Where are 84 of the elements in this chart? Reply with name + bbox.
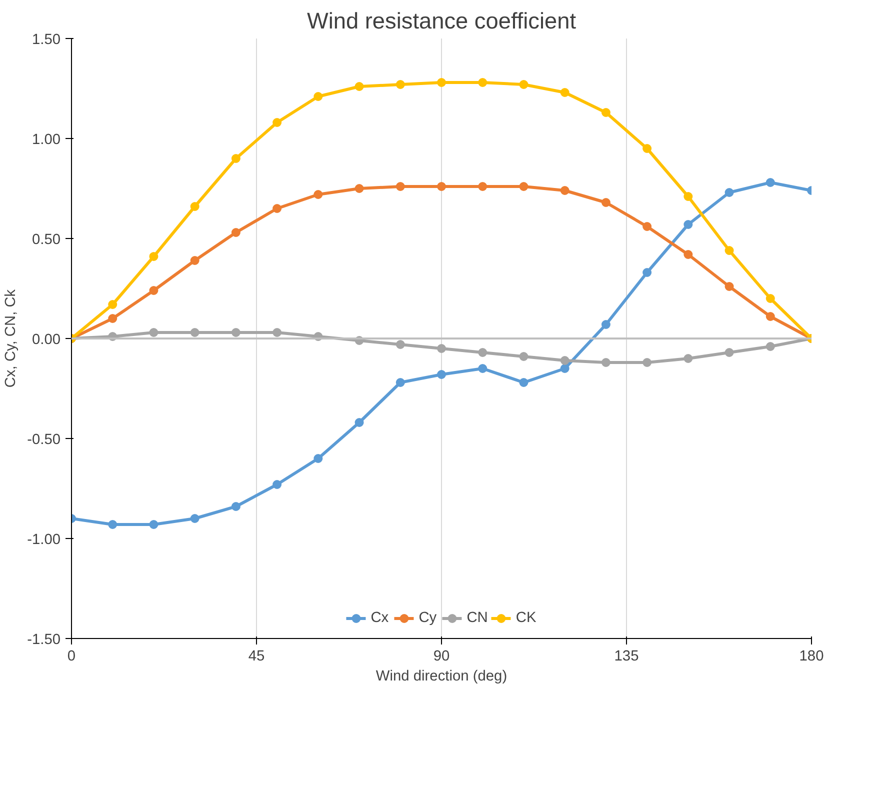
point [478,364,488,373]
point [684,354,693,363]
legend-label: CN [466,610,488,626]
point [437,344,446,353]
point [190,328,200,337]
x-axis-title: Wind direction (deg) [376,668,508,684]
x-tick-label: 0 [67,648,76,664]
point [642,358,652,367]
point [601,358,610,367]
point [724,246,734,255]
point [396,182,405,191]
point [272,204,282,213]
point [354,418,364,427]
point [149,520,158,529]
y-tick-label: -0.50 [27,432,60,448]
point [766,294,775,303]
point [724,188,734,197]
point [396,378,405,387]
point [601,198,610,207]
point [231,154,240,163]
point [642,144,652,153]
point [314,92,323,101]
point [724,348,734,357]
point [560,186,570,195]
point [396,80,405,89]
point [560,88,570,97]
point [190,202,200,211]
point [314,454,323,463]
y-axis-title: Cx, Cy, CN, Ck [3,288,20,388]
chart-title: Wind resistance coefficient [306,8,577,34]
point [231,502,240,511]
point [519,182,528,191]
point [560,364,570,373]
legend-label: Cx [370,610,390,626]
point [766,342,775,351]
point [684,220,693,229]
point [437,78,446,87]
point [437,182,446,191]
y-tick-label: 1.50 [32,32,61,48]
legend-label: Cy [418,610,438,626]
point [642,268,652,277]
point [231,228,240,237]
y-tick-label: 1.00 [32,132,61,148]
point [108,300,118,309]
x-tick-label: 180 [799,648,824,664]
x-tick-label: 45 [248,648,265,664]
point [684,250,693,259]
point [190,514,200,523]
legend-label: CK [516,610,536,626]
x-tick-label: 90 [433,648,450,664]
point [766,178,775,187]
x-tick-label: 135 [614,648,639,664]
point [149,252,158,261]
y-tick-label: 0.50 [32,232,61,248]
point [354,82,364,91]
y-tick-label: 0.00 [32,332,61,348]
point [478,182,488,191]
point [519,352,528,361]
point [108,314,118,323]
point [766,312,775,321]
point [478,348,488,357]
point [519,378,528,387]
y-tick-label: -1.50 [27,632,60,648]
point [190,256,200,265]
point [231,328,240,337]
point [684,192,693,201]
point [354,184,364,193]
point [642,222,652,231]
point [560,356,570,365]
point [149,286,158,295]
point [108,520,118,529]
point [601,320,610,329]
y-tick-label: -1.00 [27,532,60,548]
point [396,340,405,349]
point [272,118,282,127]
point [149,328,158,337]
point [519,80,528,89]
point [272,328,282,337]
point [437,370,446,379]
point [601,108,610,117]
point [314,190,323,199]
point [478,78,488,87]
point [724,282,734,291]
point [272,480,282,489]
